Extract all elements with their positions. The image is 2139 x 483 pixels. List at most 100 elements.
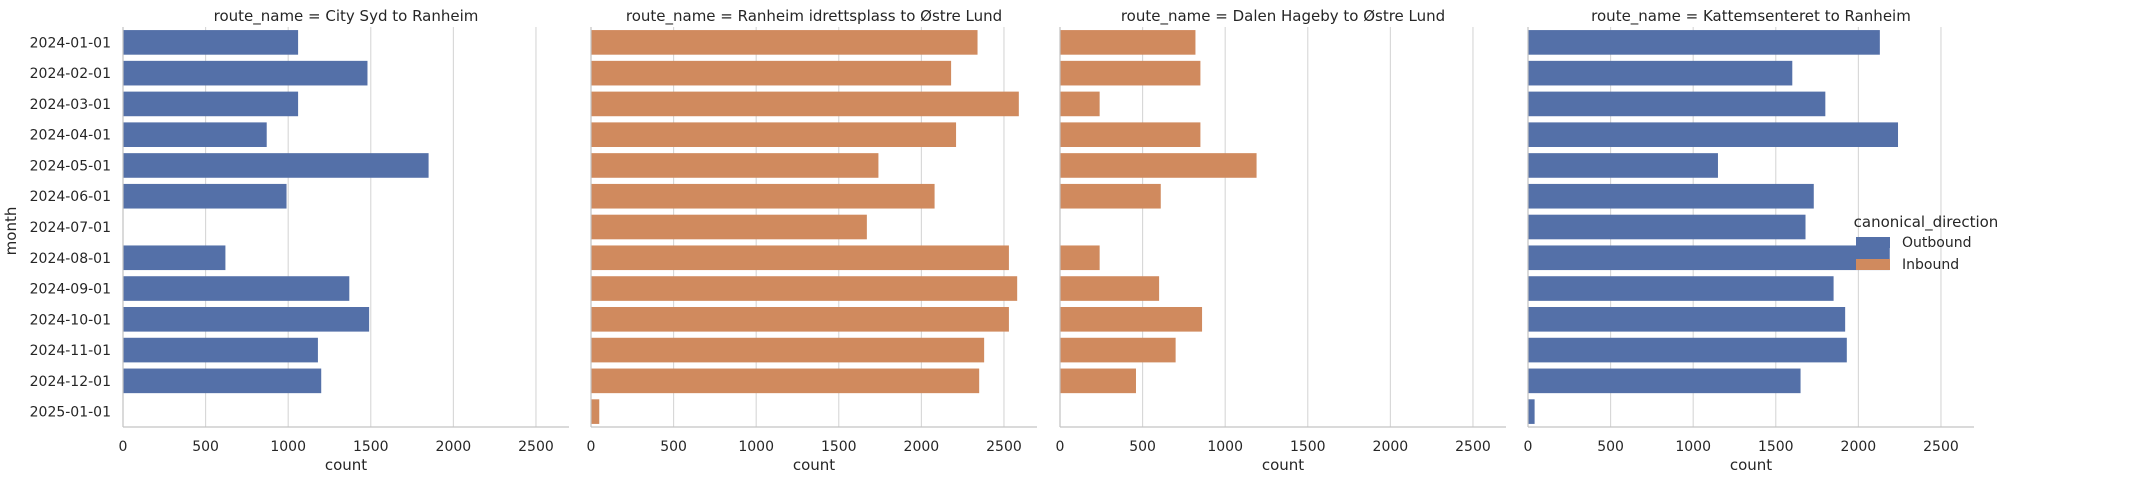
- panel-1: 0 500 1000 1500 2000 2500 route_name = City Sy…: [30, 7, 569, 474]
- bar-2024-02-01: [1528, 60, 1793, 86]
- x-tick-label: 1500: [821, 439, 857, 455]
- bar-2024-04-01: [1528, 122, 1899, 147]
- bar-2024-06-01: [1528, 183, 1814, 209]
- bar-2024-07-01: [1528, 214, 1806, 240]
- bar-2024-12-01: [123, 368, 322, 394]
- x-tick-label: 2000: [436, 439, 472, 455]
- x-tick-label: 1000: [270, 439, 306, 455]
- bar-2024-01-01: [591, 30, 978, 55]
- y-tick-label: 2024-04-01: [30, 128, 111, 144]
- x-tick-label: 2000: [1841, 439, 1877, 455]
- y-tick-label: 2024-11-01: [30, 343, 111, 359]
- legend-label-outbound: Outbound: [1902, 235, 1971, 251]
- bar-2024-11-01: [591, 337, 985, 363]
- bar-2024-12-01: [591, 368, 980, 394]
- x-tick-label: 1000: [1675, 439, 1711, 455]
- legend-title: canonical_direction: [1854, 213, 1999, 232]
- x-tick-label: 0: [1056, 439, 1065, 455]
- bar-2024-04-01: [591, 122, 957, 147]
- bar-2024-01-01: [1060, 30, 1196, 55]
- y-tick-label: 2024-09-01: [30, 282, 111, 298]
- x-tick-label: 1000: [738, 439, 774, 455]
- bar-2024-01-01: [1528, 30, 1880, 55]
- legend: canonical_direction Outbound Inbound: [1854, 213, 1999, 273]
- panel-title: route_name = Ranheim idrettsplass to Øst…: [626, 7, 1002, 26]
- x-axis-label: count: [325, 456, 367, 474]
- bar-2024-06-01: [1060, 183, 1161, 209]
- bar-2024-03-01: [1528, 91, 1826, 117]
- legend-label-inbound: Inbound: [1902, 257, 1959, 273]
- bar-2024-02-01: [123, 60, 368, 86]
- bar-2024-12-01: [1528, 368, 1801, 394]
- y-tick-label: 2024-06-01: [30, 189, 111, 205]
- panel-2: 0 500 1000 1500 2000 2500 route_name = Ranheim…: [587, 7, 1037, 474]
- x-tick-label: 500: [1597, 439, 1624, 455]
- x-axis-label: count: [1730, 456, 1772, 474]
- y-tick-label: 2024-08-01: [30, 251, 111, 267]
- y-axis-label: month: [2, 207, 20, 256]
- x-tick-label: 0: [587, 439, 596, 455]
- bar-2024-08-01: [1528, 245, 1890, 271]
- bar-2024-10-01: [1060, 307, 1203, 332]
- x-axis-label: count: [793, 456, 835, 474]
- x-tick-label: 2000: [904, 439, 940, 455]
- x-tick-label: 2000: [1373, 439, 1409, 455]
- bar-2024-09-01: [1528, 276, 1834, 301]
- y-tick-label: 2024-05-01: [30, 158, 111, 174]
- chart-panels: 0 500 1000 1500 2000 2500 route_name = City Sy…: [30, 7, 1974, 474]
- bar-2024-09-01: [1060, 276, 1160, 301]
- x-tick-label: 500: [1129, 439, 1156, 455]
- bar-2024-09-01: [123, 276, 350, 301]
- bar-2025-01-01: [591, 399, 600, 424]
- bar-2024-09-01: [591, 276, 1018, 301]
- x-tick-label: 1500: [1290, 439, 1326, 455]
- panel-3: 0 500 1000 1500 2000 2500 route_name = Dalen H…: [1056, 7, 1506, 474]
- bar-2024-06-01: [591, 183, 935, 209]
- x-tick-label: 2500: [986, 439, 1022, 455]
- x-tick-label: 500: [660, 439, 687, 455]
- bar-2024-04-01: [123, 122, 267, 147]
- x-tick-label: 0: [1524, 439, 1533, 455]
- legend-swatch-outbound: [1856, 237, 1890, 248]
- x-tick-label: 1000: [1207, 439, 1243, 455]
- y-tick-label: 2024-03-01: [30, 97, 111, 113]
- x-tick-label: 2500: [518, 439, 554, 455]
- panel-title: route_name = City Syd to Ranheim: [214, 7, 479, 26]
- x-tick-label: 0: [119, 439, 128, 455]
- panel-4: 0 500 1000 1500 2000 2500 route_name = Kattems…: [1524, 7, 1974, 474]
- bar-2024-12-01: [1060, 368, 1136, 394]
- panel-title: route_name = Kattemsenteret to Ranheim: [1591, 7, 1911, 26]
- x-tick-label: 500: [192, 439, 219, 455]
- bar-2024-02-01: [591, 60, 952, 86]
- x-tick-label: 1500: [1758, 439, 1794, 455]
- x-tick-label: 1500: [353, 439, 389, 455]
- legend-swatch-inbound: [1856, 259, 1890, 270]
- bar-2024-08-01: [591, 245, 1009, 271]
- panel-title: route_name = Dalen Hageby to Østre Lund: [1121, 7, 1445, 26]
- bar-2024-11-01: [123, 337, 318, 363]
- bar-2024-10-01: [123, 307, 370, 332]
- bar-2024-04-01: [1060, 122, 1201, 147]
- bar-2024-11-01: [1528, 337, 1847, 363]
- y-tick-label: 2024-12-01: [30, 374, 111, 390]
- bar-2024-02-01: [1060, 60, 1201, 86]
- bar-2025-01-01: [1528, 399, 1535, 424]
- bar-2024-05-01: [1528, 153, 1718, 178]
- y-tick-label: 2024-10-01: [30, 312, 111, 328]
- x-axis-label: count: [1262, 456, 1304, 474]
- x-tick-label: 2500: [1455, 439, 1491, 455]
- bar-2024-06-01: [123, 183, 287, 209]
- bar-2024-01-01: [123, 30, 299, 55]
- bar-2024-05-01: [591, 153, 879, 178]
- bar-2024-03-01: [1060, 91, 1100, 117]
- y-tick-label: 2025-01-01: [30, 405, 111, 421]
- bar-2024-03-01: [591, 91, 1019, 117]
- bar-2024-10-01: [1528, 307, 1846, 332]
- bar-2024-07-01: [591, 214, 867, 240]
- bar-2024-05-01: [123, 153, 429, 178]
- y-tick-label: 2024-07-01: [30, 220, 111, 236]
- bar-2024-11-01: [1060, 337, 1176, 363]
- y-tick-label: 2024-02-01: [30, 66, 111, 82]
- bar-2024-05-01: [1060, 153, 1257, 178]
